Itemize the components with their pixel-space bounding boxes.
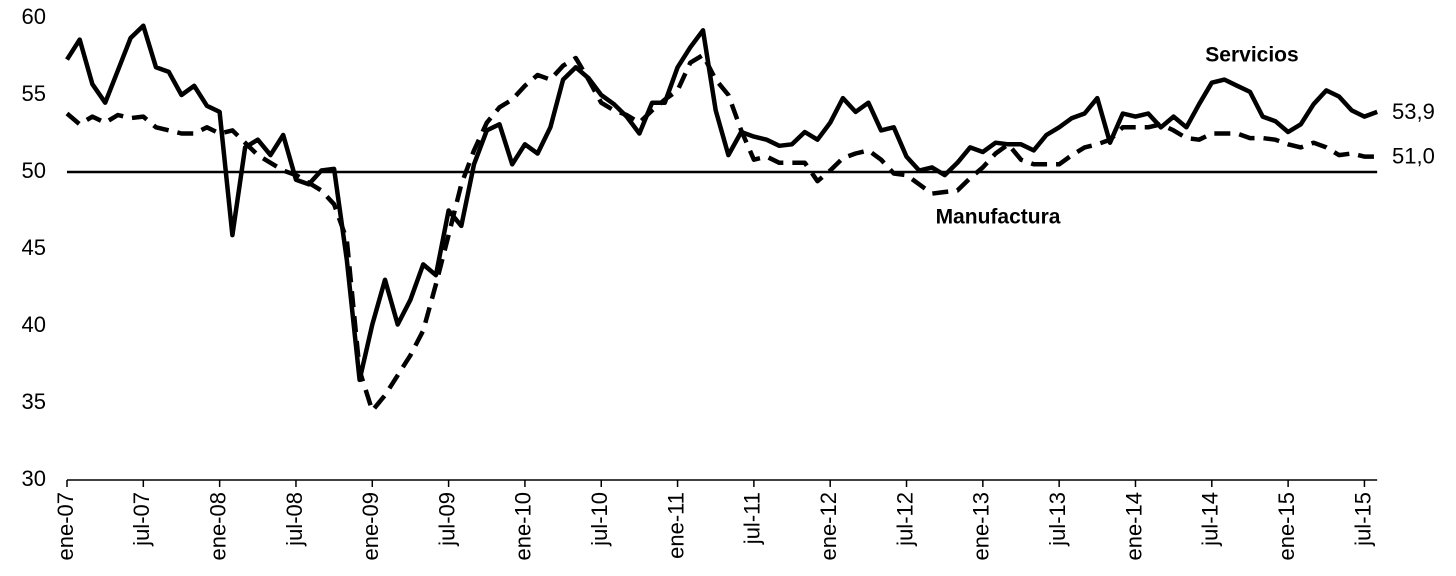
x-tick-label: ene-09: [358, 492, 383, 561]
y-tick-label: 45: [22, 235, 46, 260]
end-label: 53,9: [1392, 99, 1435, 124]
series-label: Servicios: [1205, 44, 1298, 67]
x-tick-label: jul-15: [1350, 492, 1375, 547]
x-tick-label: ene-08: [205, 492, 230, 561]
x-tick-label: jul-08: [282, 492, 307, 547]
y-tick-label: 55: [22, 81, 46, 106]
x-tick-label: ene-10: [511, 492, 536, 561]
x-tick-label: ene-07: [53, 492, 78, 561]
x-tick-label: jul-11: [740, 492, 765, 545]
y-tick-label: 35: [22, 389, 46, 414]
x-tick-label: jul-10: [587, 492, 612, 547]
x-tick-label: jul-12: [892, 492, 917, 547]
x-tick-label: jul-09: [434, 492, 459, 547]
x-tick-label: ene-13: [969, 492, 994, 561]
x-tick-label: ene-15: [1274, 492, 1299, 561]
x-tick-label: jul-07: [129, 492, 154, 547]
y-tick-label: 60: [22, 4, 46, 29]
series-label: Manufactura: [936, 206, 1061, 229]
y-tick-label: 30: [22, 466, 46, 491]
x-tick-label: ene-12: [816, 492, 841, 561]
x-tick-label: ene-11: [663, 492, 688, 559]
x-tick-label: jul-13: [1045, 492, 1070, 547]
y-tick-label: 40: [22, 312, 46, 337]
x-tick-label: jul-14: [1198, 492, 1223, 547]
series-line: [65, 23, 1378, 383]
end-label: 51,0: [1392, 143, 1435, 168]
y-tick-label: 50: [22, 158, 46, 183]
series-line: [65, 52, 1378, 413]
x-tick-label: ene-14: [1121, 492, 1146, 561]
